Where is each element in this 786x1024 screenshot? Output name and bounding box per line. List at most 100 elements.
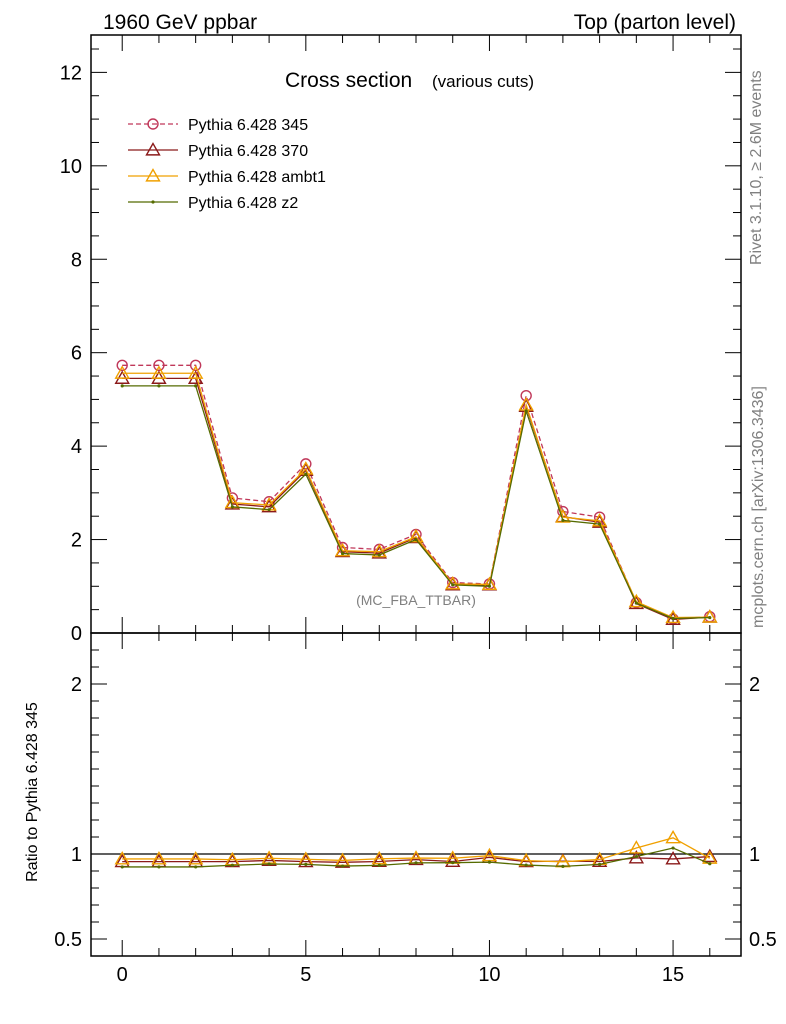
- ratio-data-point-3: [671, 846, 675, 850]
- ratio-plot-frame: [90, 632, 742, 957]
- ratio-y-tick-label: 2: [71, 674, 82, 696]
- main-data-point-0: [153, 359, 165, 372]
- ratio-series-line-2: [122, 837, 711, 863]
- analysis-watermark: (MC_FBA_TTBAR): [356, 592, 476, 608]
- legend-entry-label: Pythia 6.428 z2: [188, 195, 298, 212]
- main-data-point-2: [481, 576, 498, 590]
- ratio-data-point-3: [157, 865, 161, 869]
- main-series-line-0: [122, 364, 710, 620]
- ratio-data-point-3: [524, 863, 528, 867]
- ratio-data-point-1: [445, 853, 461, 868]
- main-data-point-2: [114, 365, 130, 379]
- main-data-point-3: [267, 508, 271, 512]
- main-data-point-3: [194, 384, 198, 388]
- legend-marker: [147, 118, 159, 130]
- header-right-label: Top (parton level): [574, 11, 736, 34]
- main-data-point-3: [634, 601, 638, 605]
- ratio-data-point-3: [561, 864, 565, 869]
- y-tick-label: 0: [71, 623, 82, 645]
- main-data-point-2: [187, 365, 204, 379]
- ratio-y-tick-label-right: 1: [749, 844, 760, 866]
- main-data-point-2: [628, 593, 645, 608]
- y-tick-label: 6: [71, 343, 82, 365]
- ratio-data-point-3: [708, 862, 712, 866]
- main-data-point-3: [230, 505, 234, 509]
- legend-entry-label: Pythia 6.428 ambt1: [188, 169, 326, 186]
- ratio-data-point-3: [634, 854, 638, 859]
- main-data-point-3: [340, 551, 345, 556]
- main-data-point-3: [524, 409, 528, 413]
- main-data-point-3: [120, 384, 124, 388]
- ratio-data-point-3: [377, 863, 381, 867]
- main-data-point-2: [151, 365, 167, 379]
- ratio-data-point-3: [267, 862, 271, 866]
- main-data-point-0: [116, 359, 128, 372]
- x-tick-label: 5: [300, 964, 311, 986]
- mcplots-label: mcplots.cern.ch [arXiv:1306.3436]: [750, 386, 767, 628]
- ratio-y-tick-label-right: 0.5: [749, 929, 777, 951]
- main-series-line-1: [122, 377, 710, 621]
- ratio-data-point-3: [194, 865, 198, 869]
- main-axis-ticks: 0 2 4 6 8 10 12: [60, 35, 741, 645]
- header-left-label: 1960 GeV ppbar: [103, 11, 257, 34]
- main-data-point-2: [334, 542, 351, 557]
- main-data-point-3: [561, 518, 565, 523]
- ratio-data-point-2: [371, 850, 387, 865]
- legend-entry-label: Pythia 6.428 345: [188, 117, 308, 134]
- main-data-point-2: [408, 528, 424, 543]
- x-tick-label: 0: [117, 964, 128, 986]
- main-data-point-2: [371, 543, 387, 558]
- main-series-line-2: [122, 372, 710, 619]
- legend-marker: [145, 142, 161, 156]
- ratio-data-point-2: [628, 840, 645, 854]
- legend: Pythia 6.428 345 Pythia 6.428 370 Pythia 6…: [128, 117, 326, 212]
- rivet-version-label: Rivet 3.1.10, ≥ 2.6M events: [748, 70, 765, 265]
- main-data-point-2: [702, 609, 718, 623]
- ratio-data-point-1: [665, 851, 681, 865]
- ratio-data-point-3: [598, 862, 602, 866]
- ratio-data-point-3: [304, 862, 308, 866]
- main-data-point-2: [591, 512, 608, 527]
- main-data-point-3: [377, 553, 381, 557]
- y-tick-label: 10: [60, 156, 82, 178]
- y-tick-label: 2: [71, 530, 82, 552]
- ratio-data-point-2: [187, 851, 204, 865]
- ratio-data-point-3: [120, 865, 124, 869]
- y-tick-label: 12: [60, 62, 82, 84]
- ratio-y-tick-label: 1: [71, 844, 82, 866]
- main-data-point-2: [555, 509, 571, 523]
- ratio-data-point-1: [408, 851, 424, 866]
- legend-entry-label: Pythia 6.428 370: [188, 143, 308, 160]
- ratio-y-tick-label: 0.5: [54, 929, 82, 951]
- ratio-data-point-2: [665, 829, 681, 844]
- chart-title: Cross section: [285, 69, 412, 92]
- main-data-point-3: [451, 583, 455, 587]
- main-data-point-3: [414, 537, 418, 542]
- ratio-series-layer: [114, 829, 718, 869]
- ratio-data-point-3: [451, 861, 455, 865]
- main-data-point-3: [708, 615, 712, 620]
- main-series-layer: [114, 359, 718, 626]
- chart-subtitle: (various cuts): [432, 72, 534, 91]
- y-tick-label: 4: [71, 436, 82, 458]
- ratio-data-point-3: [487, 860, 492, 864]
- x-tick-label: 10: [478, 964, 500, 986]
- main-data-point-3: [157, 384, 161, 388]
- legend-marker: [145, 168, 161, 182]
- ratio-data-point-3: [340, 864, 345, 868]
- main-data-point-3: [671, 616, 675, 621]
- ratio-data-point-2: [114, 851, 130, 865]
- main-data-point-2: [445, 576, 461, 590]
- main-data-point-3: [304, 472, 308, 476]
- ratio-data-point-2: [151, 851, 167, 865]
- x-tick-label: 15: [662, 964, 684, 986]
- ratio-data-point-3: [414, 861, 418, 865]
- ratio-data-point-1: [591, 853, 608, 868]
- legend-marker: [151, 200, 155, 204]
- ratio-data-point-1: [298, 853, 314, 868]
- main-data-point-3: [487, 584, 492, 588]
- main-data-point-0: [189, 359, 202, 372]
- ratio-y-axis-label: Ratio to Pythia 6.428 345: [24, 702, 41, 882]
- ratio-axis-ticks: 0.5 0.5 1 1 2 2 0 5 10 15: [54, 632, 777, 986]
